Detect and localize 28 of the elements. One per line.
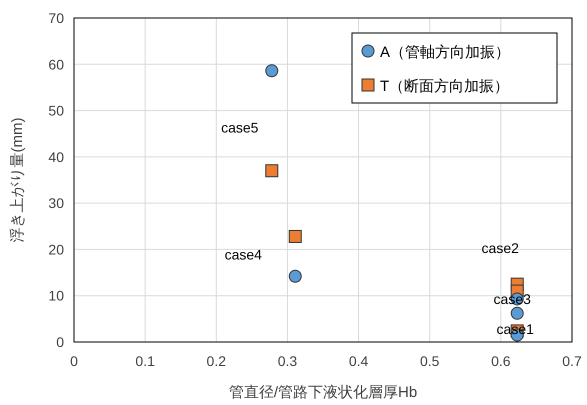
y-tick-label: 60 — [48, 56, 64, 72]
y-tick-label: 30 — [48, 195, 64, 212]
legend-label: A（管軸方向加振） — [380, 44, 510, 61]
annotation: case2 — [482, 240, 520, 256]
y-tick-label: 10 — [48, 288, 64, 304]
legend-label: T（断面方向加振） — [380, 78, 510, 95]
x-tick-label: 0.6 — [491, 353, 511, 369]
point — [510, 306, 524, 320]
y-tick-label: 50 — [48, 102, 64, 119]
x-tick-label: 0 — [70, 353, 78, 369]
point — [288, 230, 302, 243]
point — [265, 164, 278, 178]
y-tick-label: 70 — [48, 10, 64, 26]
x-tick-label: 0.4 — [348, 353, 369, 369]
x-tick-label: 0.5 — [420, 353, 440, 369]
x-tick-label: 0.3 — [278, 353, 298, 369]
point — [265, 64, 278, 78]
point — [288, 270, 302, 283]
x-tick-label: 0.7 — [562, 353, 582, 369]
y-tick-label: 40 — [48, 148, 64, 165]
annotation: case4 — [224, 246, 262, 262]
annotation: case5 — [221, 120, 259, 136]
x-tick-label: 0.2 — [206, 353, 226, 369]
y-tick-label: 20 — [48, 241, 64, 258]
x-axis-title: 管直径/管路下液状化層厚Hb — [228, 384, 418, 401]
y-axis-title: 浮き上がり量(mm) — [9, 118, 26, 242]
y-tick-label: 0 — [56, 334, 64, 350]
x-tick-label: 0.1 — [135, 353, 156, 369]
